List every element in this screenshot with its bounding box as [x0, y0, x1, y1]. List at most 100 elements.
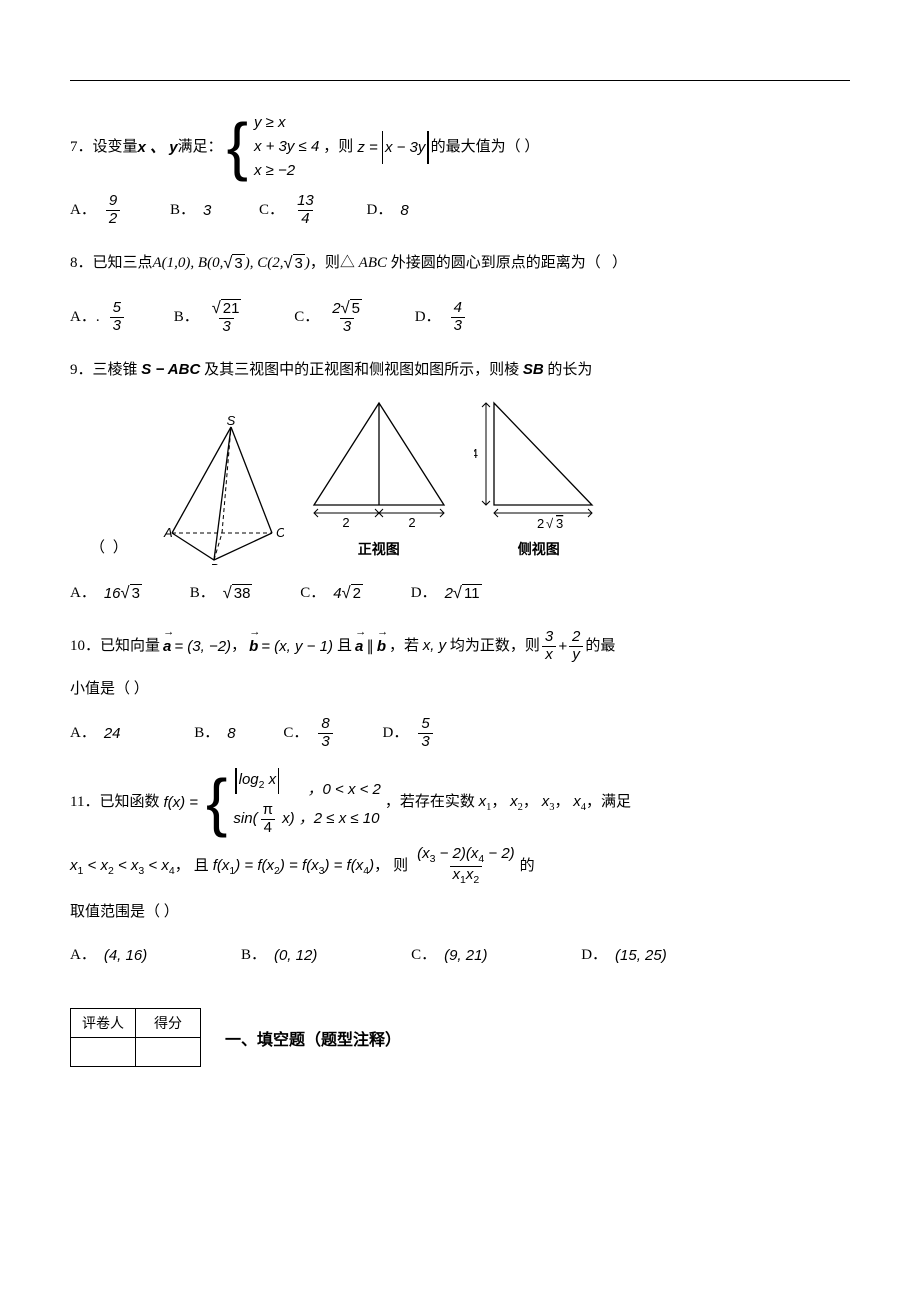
num: 8 [318, 716, 332, 733]
opt-label: A． [70, 194, 96, 227]
and: 且 [337, 630, 352, 663]
q8-opt-a: A．. 53 [70, 300, 126, 334]
opt-label: C． [259, 194, 284, 227]
num: 13 [294, 193, 317, 210]
q11-feq: f(x1) = f(x2) = f(x3) = f(x4) [213, 849, 374, 883]
q7-opt-c: C． 134 [259, 193, 319, 227]
radicand: 3 [232, 254, 244, 272]
den: 2 [106, 210, 120, 228]
q8-pts-b: ), C(2, [245, 247, 284, 280]
q7-stem: 7．设变量 x 、 y 满足： { y ≥ x x + 3y ≤ 4 x ≥ −… [70, 111, 850, 183]
question-7: 7．设变量 x 、 y 满足： { y ≥ x x + 3y ≤ 4 x ≥ −… [70, 111, 850, 227]
xparen: x) [278, 810, 295, 827]
x: x [264, 771, 276, 788]
q11-fx: f(x) = [163, 786, 198, 819]
num: 2 [569, 629, 583, 646]
radicand: 3 [130, 584, 142, 602]
num: 4 [451, 300, 465, 317]
paren-fig: （ ） S A B C [90, 415, 284, 565]
q11-pre: 11．已知函数 [70, 786, 159, 819]
den: 3 [451, 317, 465, 335]
q10-opt-d: D． 53 [383, 716, 435, 750]
svg-text:S: S [226, 415, 235, 428]
page: 7．设变量 x 、 y 满足： { y ≥ x x + 3y ≤ 4 x ≥ −… [0, 0, 920, 1107]
opt-label: D． [581, 939, 607, 972]
q9-options: A． 16√3 B． √38 C． 4√2 D． 2√11 [70, 575, 850, 611]
opt-label: A． [70, 577, 96, 610]
q11-line1: 11．已知函数 f(x) = { log2 x ，0 < x < 2 sin(π… [70, 768, 850, 836]
question-10: 10．已知向量 a = (3, −2) ， b = (x, y − 1) 且 a… [70, 629, 850, 750]
q10-tail2: 小值是（ ） [70, 673, 850, 706]
front-view: 2 2 正视图 [304, 395, 454, 565]
radicand: 5 [350, 299, 362, 317]
q8-opt-d: D． 43 [415, 300, 467, 334]
and: 且 [194, 850, 209, 883]
q7-pre: 7．设变量 [70, 131, 138, 164]
q9-figures: （ ） S A B C [90, 395, 850, 565]
coef: 4 [333, 585, 341, 602]
question-11: 11．已知函数 f(x) = { log2 x ，0 < x < 2 sin(π… [70, 768, 850, 972]
opt-val: (0, 12) [274, 939, 317, 972]
q10-stem: 10．已知向量 a = (3, −2) ， b = (x, y − 1) 且 a… [70, 629, 850, 663]
section-header: 评卷人 得分 一、填空题（题型注释） [70, 1008, 850, 1067]
grade-table: 评卷人 得分 [70, 1008, 201, 1067]
grade-cell [136, 1038, 201, 1067]
den: 4 [261, 819, 275, 837]
q8-opt-b: B． √21 3 [174, 299, 247, 335]
q11-opt-a: A． (4, 16) [70, 939, 147, 972]
svg-text:A: A [163, 525, 173, 540]
q7-post2: 的最大值为（ ） [431, 131, 540, 164]
q7-abs: x − 3y [380, 131, 431, 164]
opt-label: D． [415, 301, 441, 334]
q7-post1: ，则 [323, 131, 353, 164]
abs-bar-icon [382, 131, 383, 164]
radicand: 38 [232, 584, 253, 602]
num: 9 [106, 193, 120, 210]
vector-a-icon: a [163, 630, 171, 663]
opt-label: A．. [70, 301, 100, 334]
side-caption: 侧视图 [474, 534, 604, 565]
left-brace-icon: { [206, 777, 227, 828]
front-caption: 正视图 [304, 534, 454, 565]
opt-label: A． [70, 939, 96, 972]
log: log [239, 771, 259, 788]
q7-options: A． 92 B． 3 C． 134 D． 8 [70, 193, 850, 227]
q7-sys2: x + 3y ≤ 4 [254, 135, 319, 159]
vector-b-icon: b [249, 630, 258, 663]
q7-sys1: y ≥ x [254, 111, 319, 135]
svg-text:B: B [210, 561, 219, 565]
num: 2√5 [329, 299, 365, 318]
q9-opt-a: A． 16√3 [70, 575, 142, 611]
cond1: ，0 < x < 2 [308, 781, 381, 798]
coef: 2 [445, 585, 453, 602]
sqrt-icon: √3 [283, 245, 304, 281]
then: 则 [393, 850, 408, 883]
comma: ， [389, 630, 404, 663]
q7-abs-inner: x − 3y [385, 131, 425, 164]
num: 3 [542, 629, 556, 646]
q11-opt-d: D． (15, 25) [581, 939, 667, 972]
num: (x3 − 2)(x4 − 2) [414, 846, 518, 866]
svg-text:4: 4 [474, 446, 478, 461]
den: x [542, 646, 556, 664]
q7-opt-a: A． 92 [70, 193, 122, 227]
q7-sys3: x ≥ −2 [254, 159, 319, 183]
q11-lines: log2 x ，0 < x < 2 sin(π4 x) ，2 ≤ x ≤ 10 [233, 768, 380, 836]
q8-stem: 8．已知三点 A(1,0), B(0, √3 ), C(2, √3 ) ，则△ … [70, 245, 850, 281]
opt-val: 8 [400, 194, 408, 227]
q10-options: A． 24 B． 8 C． 83 D． 53 [70, 716, 850, 750]
radicand: 11 [462, 584, 482, 602]
q10-tail: 的最 [585, 630, 615, 663]
svg-text:2: 2 [342, 515, 349, 530]
q11-options: A． (4, 16) B． (0, 12) C． (9, 21) D． (15,… [70, 939, 850, 972]
opt-val: 8 [227, 717, 235, 750]
opt-label: D． [367, 194, 393, 227]
cond2: ，2 ≤ x ≤ 10 [299, 810, 380, 827]
q11-ineq: x1 < x2 < x3 < x4 [70, 849, 175, 883]
question-9: 9．三棱锥 S − ABC 及其三视图中的正视图和侧视图如图所示，则棱 SB 的… [70, 353, 850, 611]
q11-line2: x1 < x2 < x3 < x4 ， 且 f(x1) = f(x2) = f(… [70, 846, 850, 886]
q7-sys-lines: y ≥ x x + 3y ≤ 4 x ≥ −2 [254, 111, 319, 183]
opt-label: C． [411, 939, 436, 972]
grade-col-1: 评卷人 [71, 1009, 136, 1038]
vector-b-icon: b [377, 630, 386, 663]
